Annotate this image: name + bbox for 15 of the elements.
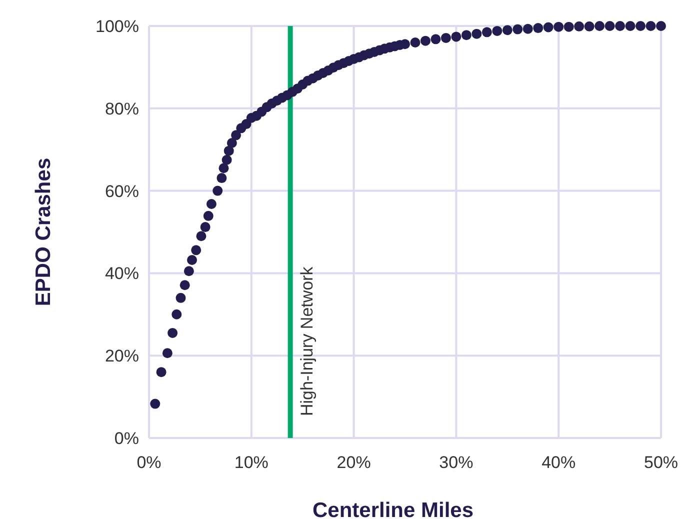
x-tick-label: 10% [234,453,268,472]
x-tick-label: 40% [542,453,576,472]
x-tick-label: 30% [439,453,474,472]
y-axis-title: EPDO Crashes [32,158,55,306]
y-tick-label: 0% [114,429,139,448]
y-tick-label: 40% [104,264,139,284]
x-axis-title: Centerline Miles [312,499,474,519]
x-tick-label: 0% [136,453,162,472]
y-tick-label: 100% [96,17,139,36]
ref-line-label: High-Injury Network [297,266,316,416]
x-tick-label: 50% [644,453,678,472]
y-tick-label: 20% [104,346,139,366]
y-tick-label: 80% [104,99,139,118]
y-tick-label: 60% [104,182,139,201]
x-tick-label: 20% [336,453,371,472]
